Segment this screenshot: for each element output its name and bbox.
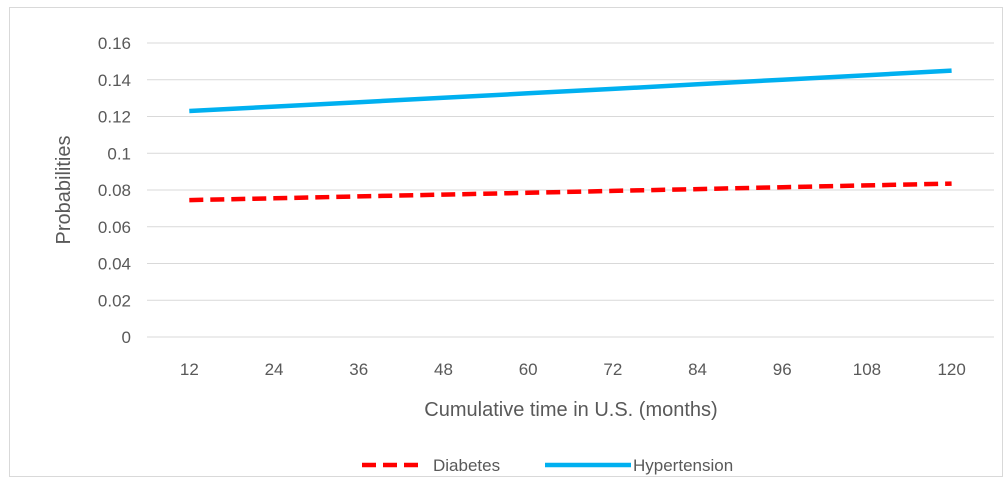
y-tick-label: 0.1 [107,144,131,163]
y-tick-label: 0.16 [98,34,131,53]
y-axis-tick-labels: 0 0.02 0.04 0.06 0.08 0.1 0.12 0.14 0.16 [98,34,131,347]
series-lines [189,68,952,203]
legend: Diabetes Hypertension [362,456,733,475]
chart-area [9,7,1003,477]
gridlines [147,42,994,301]
series-line-hypertension [189,68,952,114]
x-tick-label: 48 [434,360,453,379]
y-tick-label: 0.06 [98,218,131,237]
x-tick-label: 120 [937,360,965,379]
y-axis-title: Probabilities [53,136,75,245]
x-tick-label: 108 [853,360,881,379]
y-tick-label: 0.08 [98,181,131,200]
x-axis-title: Cumulative time in U.S. (months) [424,399,717,421]
legend-label-hypertension: Hypertension [633,456,733,475]
legend-label-diabetes: Diabetes [433,456,500,475]
x-tick-label: 72 [603,360,622,379]
x-tick-label: 60 [519,360,538,379]
x-tick-label: 12 [180,360,199,379]
y-tick-label: 0.04 [98,255,131,274]
y-tick-label: 0.12 [98,108,131,127]
x-tick-label: 96 [773,360,792,379]
x-tick-label: 24 [265,360,284,379]
y-tick-label: 0.02 [98,291,131,310]
x-tick-label: 84 [688,360,707,379]
y-tick-label: 0.14 [98,71,131,90]
series-line-diabetes [189,181,952,203]
x-axis-tick-labels: 12 24 36 48 60 72 84 96 108 120 [180,360,966,379]
x-tick-label: 36 [349,360,368,379]
y-tick-label: 0 [122,328,131,347]
